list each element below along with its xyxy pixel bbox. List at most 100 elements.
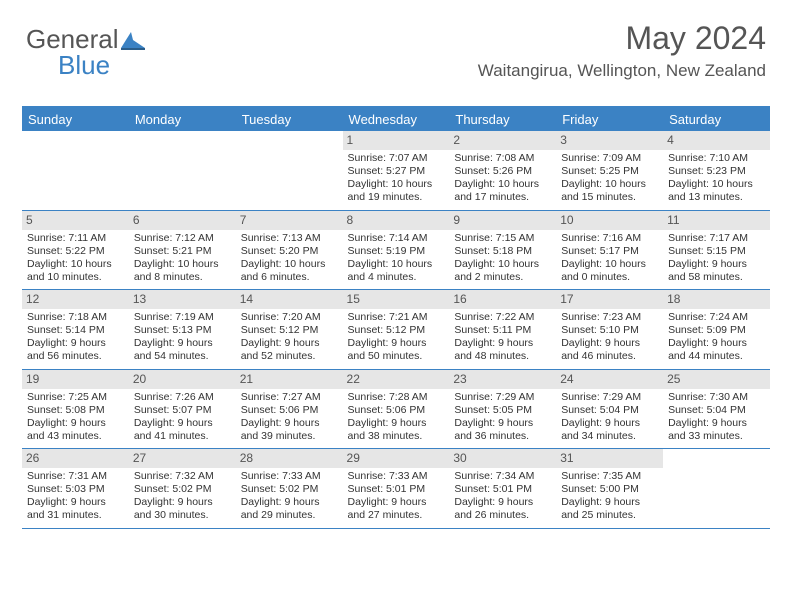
daylight-text: Daylight: 10 hours and 8 minutes. — [134, 258, 231, 284]
sunrise-text: Sunrise: 7:11 AM — [27, 232, 124, 245]
sunrise-text: Sunrise: 7:24 AM — [668, 311, 765, 324]
weekday-header-cell: Sunday — [22, 108, 129, 131]
calendar-week-row: 19Sunrise: 7:25 AMSunset: 5:08 PMDayligh… — [22, 370, 770, 450]
sunrise-text: Sunrise: 7:12 AM — [134, 232, 231, 245]
weekday-header-cell: Wednesday — [343, 108, 450, 131]
sunset-text: Sunset: 5:23 PM — [668, 165, 765, 178]
sunrise-text: Sunrise: 7:14 AM — [348, 232, 445, 245]
calendar-day-cell: 10Sunrise: 7:16 AMSunset: 5:17 PMDayligh… — [556, 211, 663, 290]
sunrise-text: Sunrise: 7:09 AM — [561, 152, 658, 165]
sunset-text: Sunset: 5:17 PM — [561, 245, 658, 258]
daylight-text: Daylight: 10 hours and 15 minutes. — [561, 178, 658, 204]
calendar-day-cell: 1Sunrise: 7:07 AMSunset: 5:27 PMDaylight… — [343, 131, 450, 210]
day-number: 10 — [556, 211, 663, 230]
day-number: 9 — [449, 211, 556, 230]
calendar-day-cell: 21Sunrise: 7:27 AMSunset: 5:06 PMDayligh… — [236, 370, 343, 449]
day-number: 27 — [129, 449, 236, 468]
daylight-text: Daylight: 10 hours and 13 minutes. — [668, 178, 765, 204]
day-number: 22 — [343, 370, 450, 389]
calendar-day-cell: 12Sunrise: 7:18 AMSunset: 5:14 PMDayligh… — [22, 290, 129, 369]
day-number: 20 — [129, 370, 236, 389]
sunrise-text: Sunrise: 7:16 AM — [561, 232, 658, 245]
sunrise-text: Sunrise: 7:28 AM — [348, 391, 445, 404]
day-number: 28 — [236, 449, 343, 468]
day-number: 25 — [663, 370, 770, 389]
sunrise-text: Sunrise: 7:20 AM — [241, 311, 338, 324]
sunset-text: Sunset: 5:10 PM — [561, 324, 658, 337]
day-number: 4 — [663, 131, 770, 150]
sunrise-text: Sunrise: 7:18 AM — [27, 311, 124, 324]
day-number: 19 — [22, 370, 129, 389]
sunset-text: Sunset: 5:02 PM — [241, 483, 338, 496]
calendar-day-cell: 4 Sunrise: 7:10 AMSunset: 5:23 PMDaylight… — [663, 131, 770, 210]
calendar-day-cell: 27Sunrise: 7:32 AMSunset: 5:02 PMDayligh… — [129, 449, 236, 528]
calendar-week-row: 12Sunrise: 7:18 AMSunset: 5:14 PMDayligh… — [22, 290, 770, 370]
daylight-text: Daylight: 10 hours and 4 minutes. — [348, 258, 445, 284]
day-number: 1 — [343, 131, 450, 150]
sunrise-text: Sunrise: 7:35 AM — [561, 470, 658, 483]
sunset-text: Sunset: 5:27 PM — [348, 165, 445, 178]
sunrise-text: Sunrise: 7:23 AM — [561, 311, 658, 324]
sunrise-text: Sunrise: 7:33 AM — [241, 470, 338, 483]
daylight-text: Daylight: 9 hours and 38 minutes. — [348, 417, 445, 443]
calendar-day-cell: 19Sunrise: 7:25 AMSunset: 5:08 PMDayligh… — [22, 370, 129, 449]
day-number: 15 — [343, 290, 450, 309]
calendar-day-cell: 6Sunrise: 7:12 AMSunset: 5:21 PMDaylight… — [129, 211, 236, 290]
calendar-day-cell: 14Sunrise: 7:20 AMSunset: 5:12 PMDayligh… — [236, 290, 343, 369]
day-number: 14 — [236, 290, 343, 309]
sunset-text: Sunset: 5:04 PM — [561, 404, 658, 417]
calendar-week-row: 26Sunrise: 7:31 AMSunset: 5:03 PMDayligh… — [22, 449, 770, 529]
daylight-text: Daylight: 9 hours and 25 minutes. — [561, 496, 658, 522]
calendar-day-cell: 29Sunrise: 7:33 AMSunset: 5:01 PMDayligh… — [343, 449, 450, 528]
calendar-day-cell: 15Sunrise: 7:21 AMSunset: 5:12 PMDayligh… — [343, 290, 450, 369]
calendar-day-blank: . — [236, 131, 343, 210]
calendar-week-row: 5Sunrise: 7:11 AMSunset: 5:22 PMDaylight… — [22, 211, 770, 291]
sunrise-text: Sunrise: 7:33 AM — [348, 470, 445, 483]
weekday-header-cell: Thursday — [449, 108, 556, 131]
month-title: May 2024 — [478, 20, 766, 57]
daylight-text: Daylight: 9 hours and 27 minutes. — [348, 496, 445, 522]
sunset-text: Sunset: 5:13 PM — [134, 324, 231, 337]
sunset-text: Sunset: 5:22 PM — [27, 245, 124, 258]
sunset-text: Sunset: 5:15 PM — [668, 245, 765, 258]
calendar-day-cell: 17Sunrise: 7:23 AMSunset: 5:10 PMDayligh… — [556, 290, 663, 369]
day-number: 23 — [449, 370, 556, 389]
sunset-text: Sunset: 5:06 PM — [348, 404, 445, 417]
calendar-day-cell: 2Sunrise: 7:08 AMSunset: 5:26 PMDaylight… — [449, 131, 556, 210]
calendar-day-cell: 28Sunrise: 7:33 AMSunset: 5:02 PMDayligh… — [236, 449, 343, 528]
sunrise-text: Sunrise: 7:10 AM — [668, 152, 765, 165]
daylight-text: Daylight: 10 hours and 17 minutes. — [454, 178, 551, 204]
daylight-text: Daylight: 10 hours and 6 minutes. — [241, 258, 338, 284]
day-number: 26 — [22, 449, 129, 468]
daylight-text: Daylight: 9 hours and 52 minutes. — [241, 337, 338, 363]
sunset-text: Sunset: 5:19 PM — [348, 245, 445, 258]
daylight-text: Daylight: 9 hours and 39 minutes. — [241, 417, 338, 443]
calendar-day-cell: 23Sunrise: 7:29 AMSunset: 5:05 PMDayligh… — [449, 370, 556, 449]
sunrise-text: Sunrise: 7:27 AM — [241, 391, 338, 404]
sunrise-text: Sunrise: 7:19 AM — [134, 311, 231, 324]
day-number: 29 — [343, 449, 450, 468]
sunrise-text: Sunrise: 7:17 AM — [668, 232, 765, 245]
daylight-text: Daylight: 9 hours and 46 minutes. — [561, 337, 658, 363]
daylight-text: Daylight: 9 hours and 56 minutes. — [27, 337, 124, 363]
day-number: 24 — [556, 370, 663, 389]
calendar-day-cell: 8Sunrise: 7:14 AMSunset: 5:19 PMDaylight… — [343, 211, 450, 290]
weekday-header-cell: Tuesday — [236, 108, 343, 131]
sunset-text: Sunset: 5:21 PM — [134, 245, 231, 258]
daylight-text: Daylight: 10 hours and 19 minutes. — [348, 178, 445, 204]
sunrise-text: Sunrise: 7:32 AM — [134, 470, 231, 483]
sunset-text: Sunset: 5:00 PM — [561, 483, 658, 496]
calendar-day-cell: 31Sunrise: 7:35 AMSunset: 5:00 PMDayligh… — [556, 449, 663, 528]
calendar-day-blank: . — [663, 449, 770, 528]
sunset-text: Sunset: 5:08 PM — [27, 404, 124, 417]
sunset-text: Sunset: 5:03 PM — [27, 483, 124, 496]
daylight-text: Daylight: 9 hours and 33 minutes. — [668, 417, 765, 443]
weekday-header-cell: Saturday — [663, 108, 770, 131]
weekday-header-cell: Monday — [129, 108, 236, 131]
sunrise-text: Sunrise: 7:34 AM — [454, 470, 551, 483]
calendar-day-cell: 5Sunrise: 7:11 AMSunset: 5:22 PMDaylight… — [22, 211, 129, 290]
sunset-text: Sunset: 5:05 PM — [454, 404, 551, 417]
calendar-day-blank: . — [129, 131, 236, 210]
sunrise-text: Sunrise: 7:15 AM — [454, 232, 551, 245]
sunset-text: Sunset: 5:01 PM — [454, 483, 551, 496]
